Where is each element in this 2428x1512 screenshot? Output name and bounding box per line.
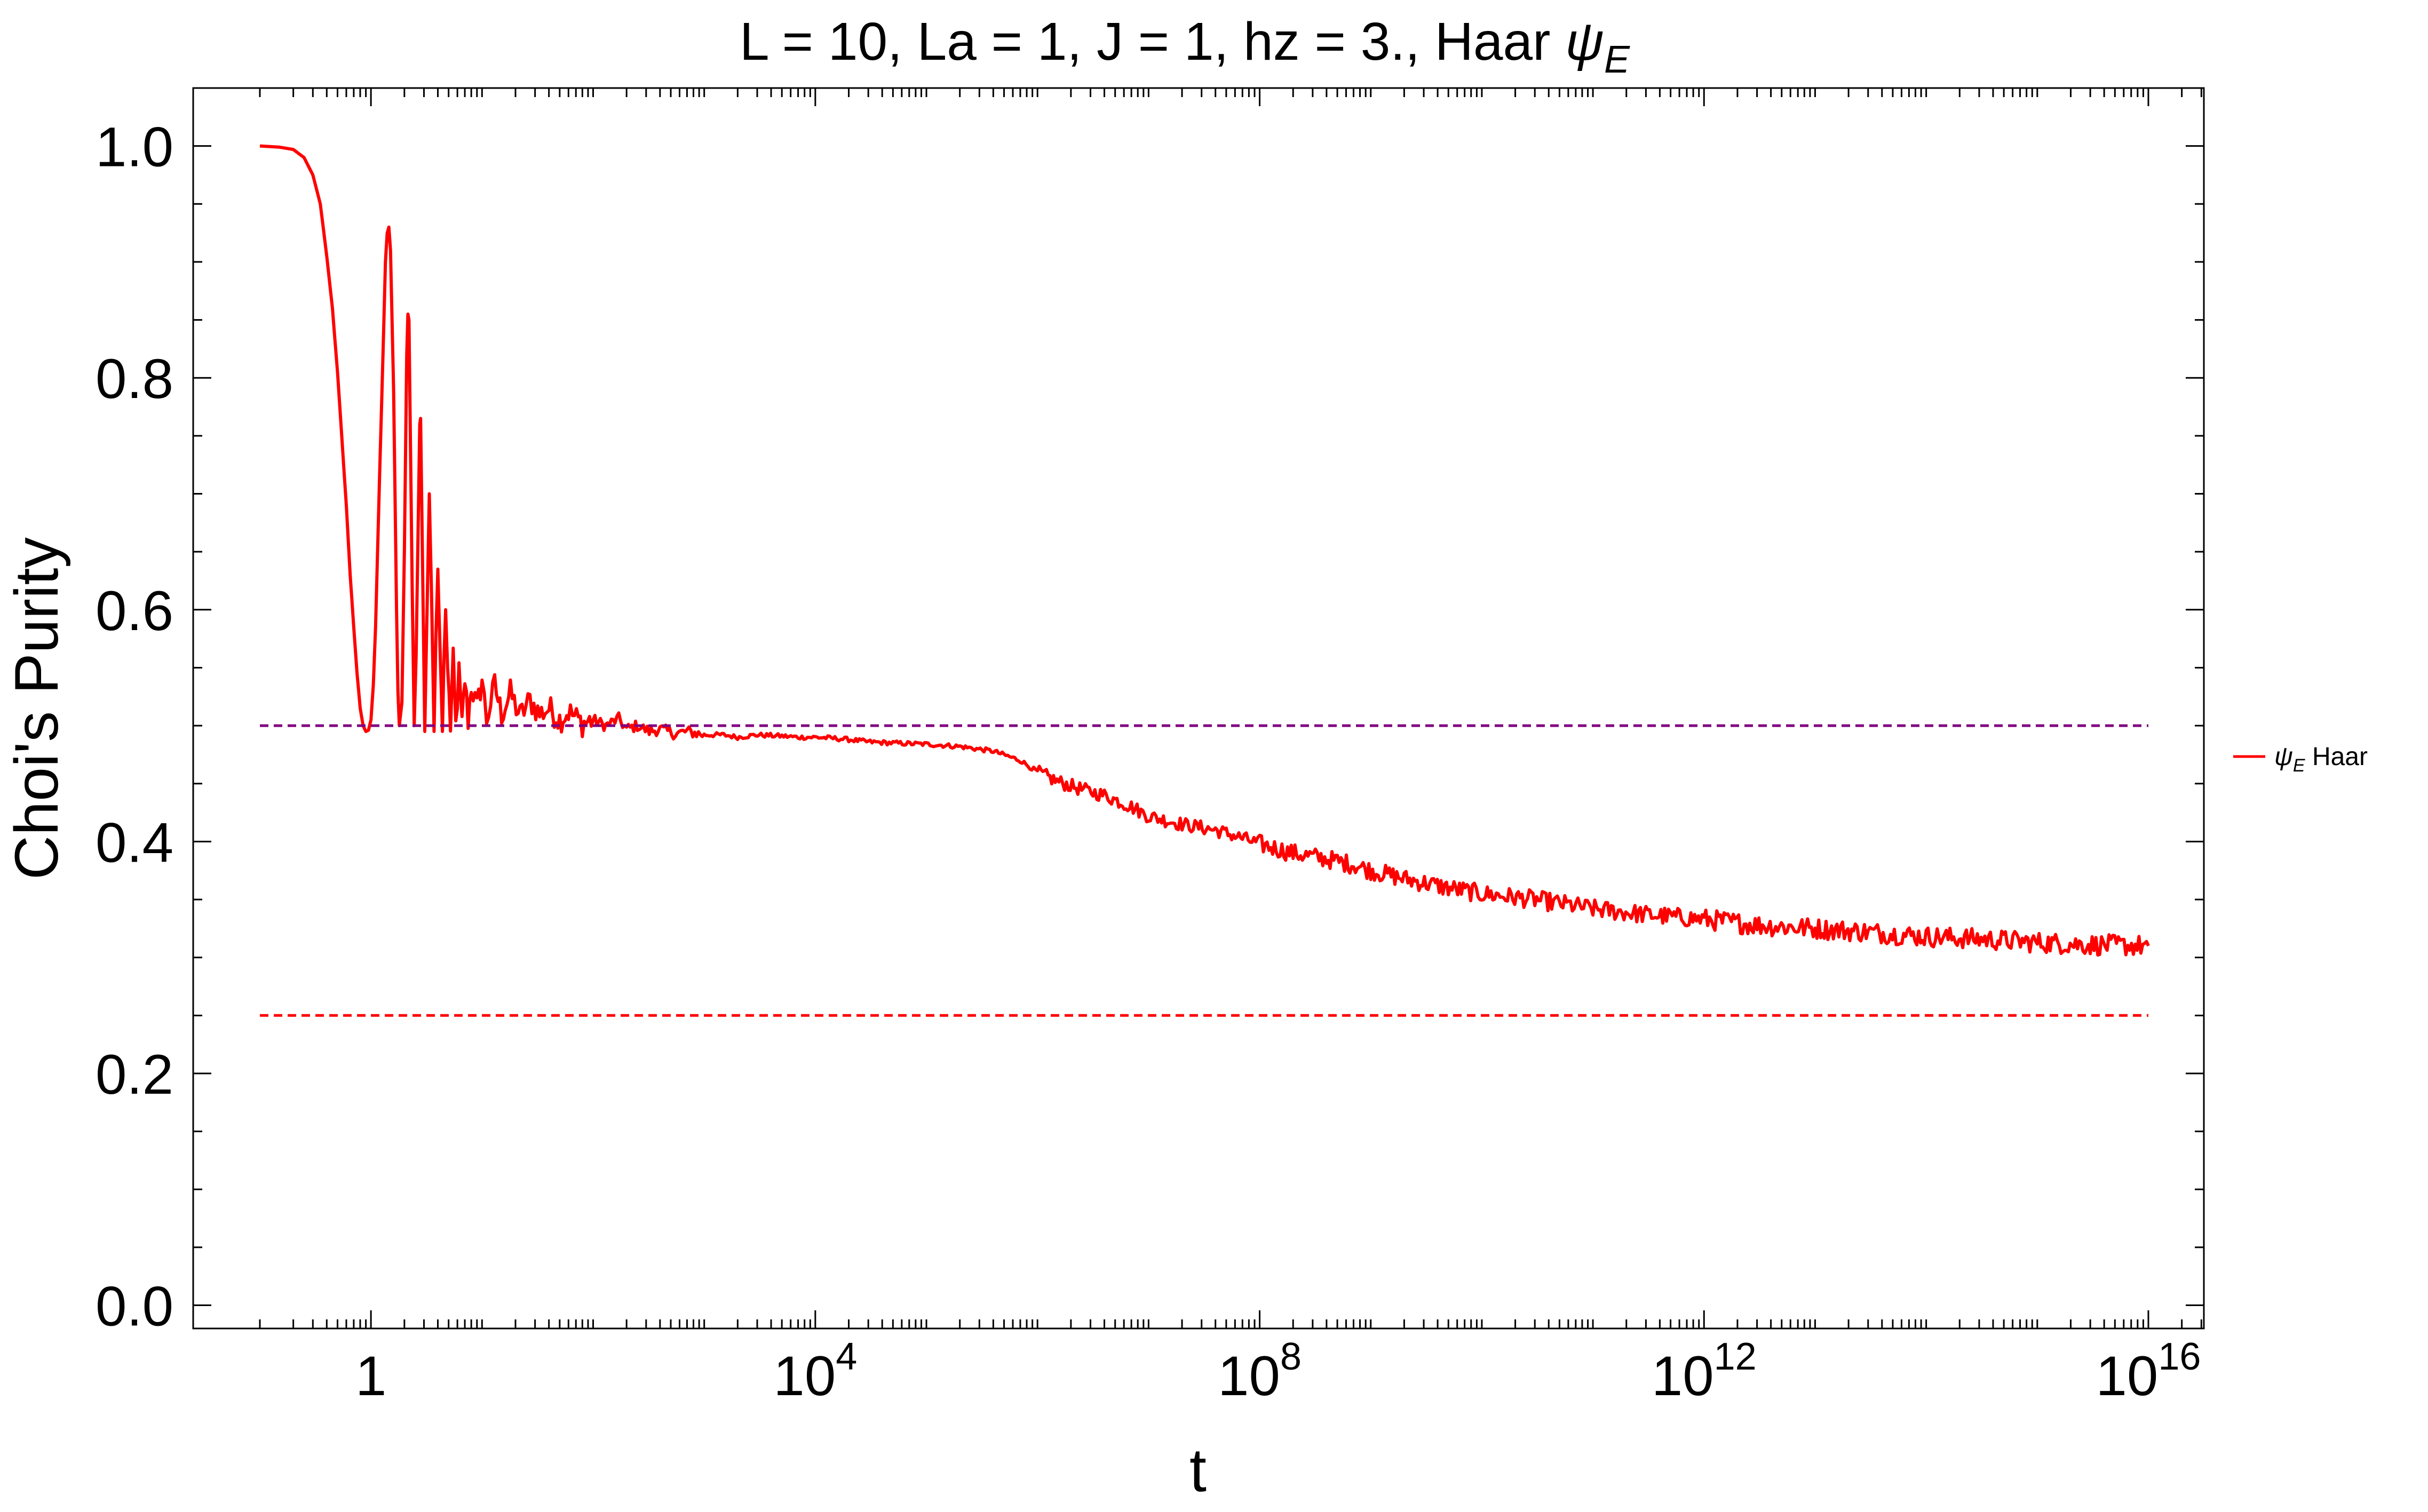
y-tick-label: 1.0 [96,116,173,179]
x-tick-label: 1012 [1652,1335,1757,1407]
x-axis-tick-labels: 1 104 108 1012 1016 [355,1335,2201,1407]
legend-label: ψE Haar [2274,743,2368,776]
x-tick-label: 108 [1218,1335,1302,1407]
chart-title: L = 10, La = 1, J = 1, hz = 3., Haar ψE [740,12,1630,81]
y-tick-label: 0.2 [96,1044,173,1106]
x-tick-label: 104 [773,1335,857,1407]
plot-frame [192,87,2205,1330]
x-tick-label: 1016 [2096,1335,2201,1407]
legend-psi-subscript: E [2293,755,2305,776]
x-tick-label: 1 [355,1345,386,1407]
series-line-psi-e-haar [259,144,2150,957]
series-layer [259,144,2150,1017]
y-tick-label: 0.4 [96,811,173,874]
y-tick-label: 0.0 [96,1276,173,1338]
x-axis-ticks [259,88,2202,1328]
title-psi-subscript: E [1604,38,1630,81]
y-tick-label: 0.6 [96,580,173,642]
x-axis-label: t [1189,1436,1207,1505]
legend-psi: ψ [2274,743,2293,771]
legend-rest: Haar [2305,743,2368,771]
title-psi: ψ [1565,12,1604,71]
y-axis-tick-labels: 0.0 0.2 0.4 0.6 0.8 1.0 [96,116,173,1338]
y-tick-label: 0.8 [96,348,173,410]
legend: ψE Haar [2233,743,2368,776]
y-axis-label: Choi's Purity [3,537,71,880]
y-axis-ticks [193,87,2204,1307]
